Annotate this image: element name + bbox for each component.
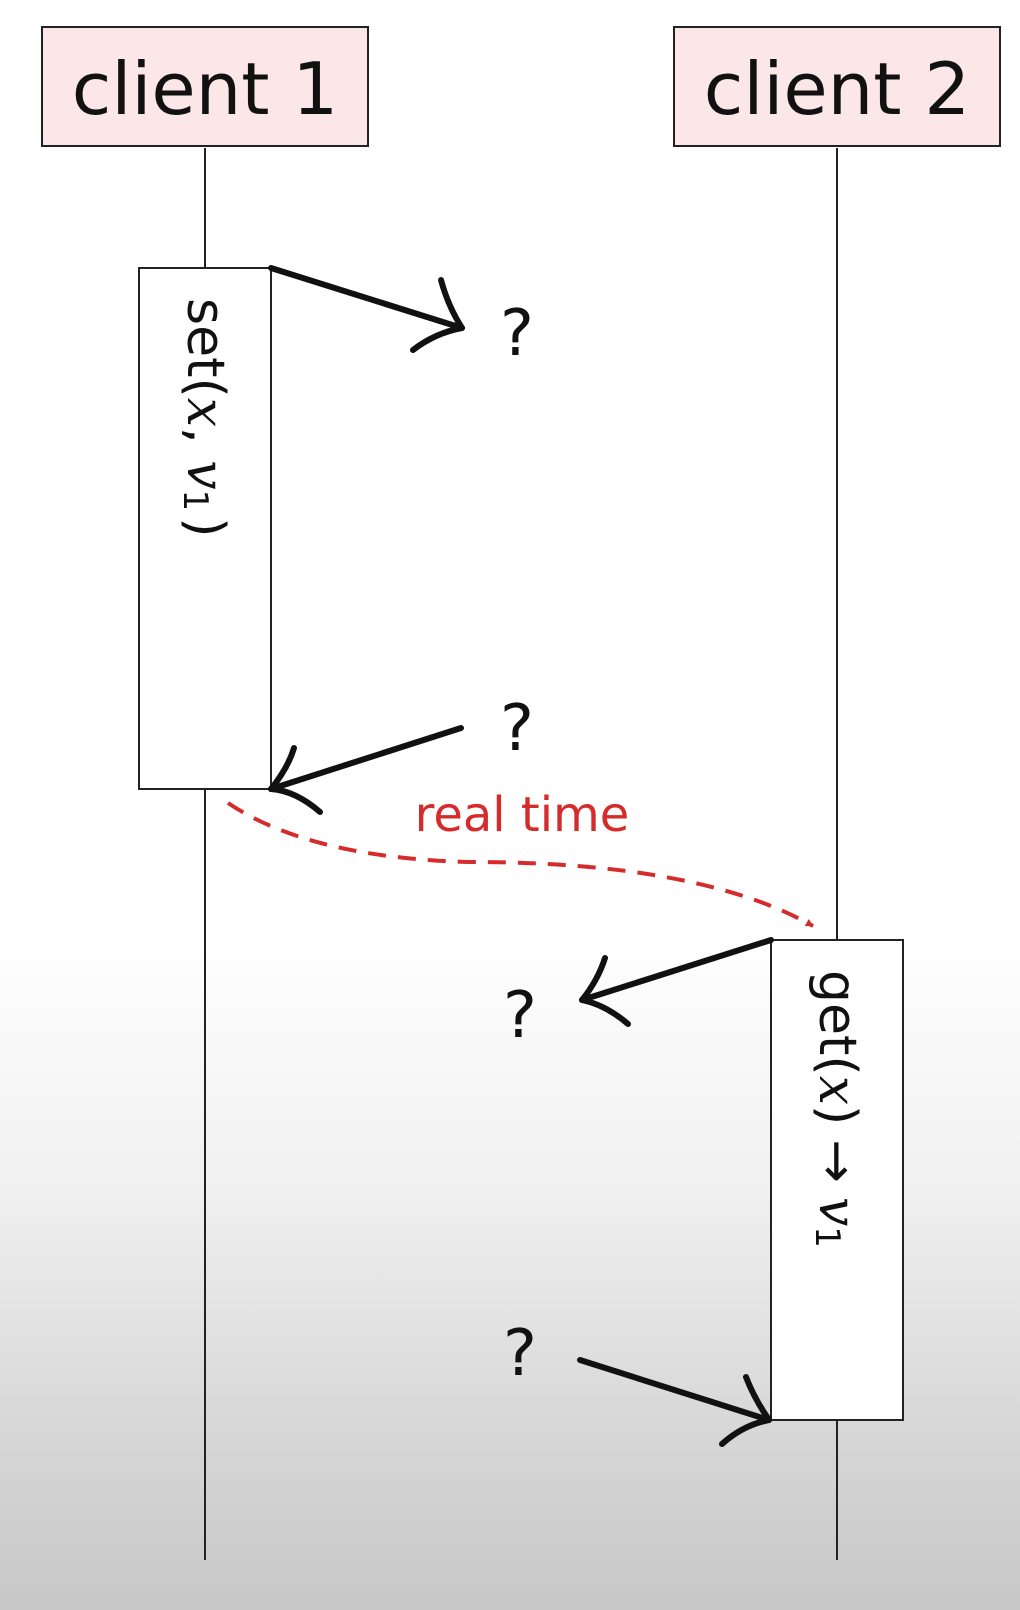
real-time-arrow — [226, 801, 814, 928]
activation-set: set(x, v1) — [138, 267, 272, 790]
request-arrow-set — [268, 265, 465, 353]
activation-set-label: set(x, v1) — [175, 298, 235, 537]
participant-client-2: client 2 — [673, 26, 1001, 147]
response-arrow-get — [577, 1357, 772, 1447]
activation-get: get(x)→v1 — [770, 939, 904, 1421]
unknown-marker-3: ? — [503, 979, 537, 1053]
participant-client-1-label: client 1 — [72, 47, 338, 131]
request-arrow-get — [579, 937, 774, 1027]
real-time-label: real time — [415, 787, 630, 843]
unknown-marker-2: ? — [500, 692, 534, 766]
response-arrow-set — [268, 725, 464, 815]
activation-get-label: get(x)→v1 — [807, 970, 867, 1248]
participant-client-2-label: client 2 — [704, 47, 970, 131]
unknown-marker-4: ? — [503, 1317, 537, 1391]
participant-client-1: client 1 — [41, 26, 369, 147]
unknown-marker-1: ? — [500, 297, 534, 371]
